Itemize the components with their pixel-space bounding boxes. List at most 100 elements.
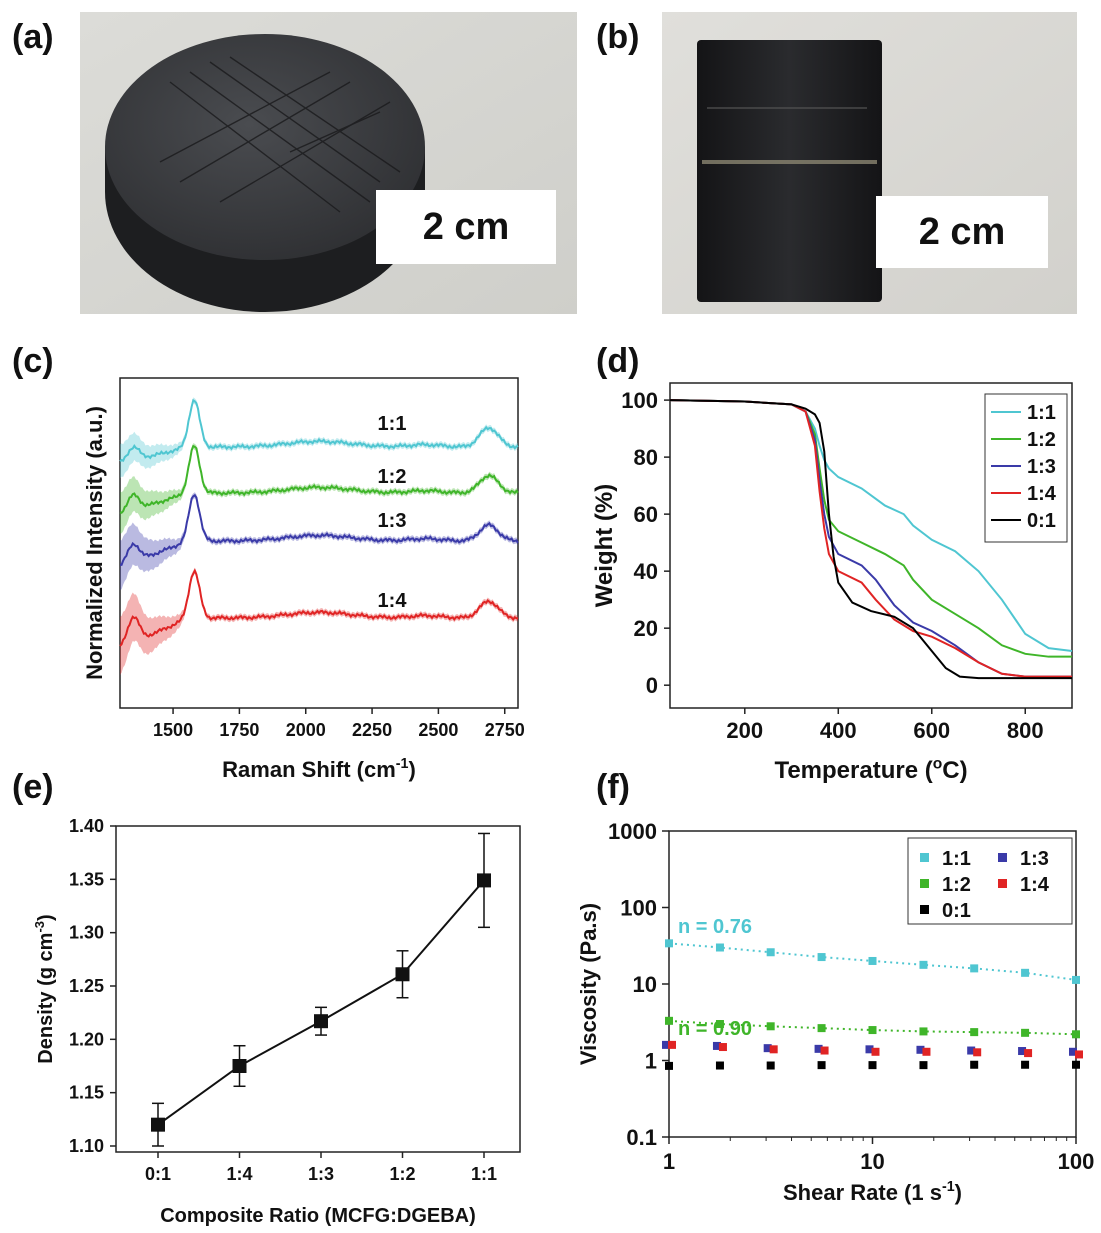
viscosity-point-1-3: [763, 1044, 772, 1053]
viscosity-x-axis-label-end: ): [955, 1180, 962, 1205]
density-y-tick-label: 1.30: [69, 923, 104, 943]
viscosity-x-tick-label: 1: [663, 1149, 675, 1174]
raman-series-label-1-4: 1:4: [378, 590, 408, 612]
density-y-tick-label: 1.40: [69, 816, 104, 836]
tga-line-0-1: [669, 399, 1072, 680]
tga-x-axis-label-sup: o: [933, 755, 943, 772]
tga-x-axis-label-end: C): [942, 757, 967, 784]
viscosity-point-1-2: [766, 1022, 775, 1031]
cylinder-body: [697, 40, 882, 302]
viscosity-point-0-1: [715, 1061, 724, 1070]
photo-a-image: [80, 12, 577, 314]
viscosity-point-0-1: [817, 1061, 826, 1070]
viscosity-legend-label: 1:3: [1020, 848, 1049, 870]
raman-x-axis-label-sup: -1: [396, 756, 409, 772]
raman-y-axis-label: Normalized Intensity (a.u.): [82, 406, 107, 680]
density-y-tick-label: 1.15: [69, 1083, 104, 1103]
scale-label-a: 2 cm: [422, 205, 510, 248]
tga-legend-label: 0:1: [1027, 510, 1056, 532]
viscosity-point-0-1: [766, 1061, 775, 1070]
viscosity-x-tick-label: 100: [1058, 1149, 1095, 1174]
viscosity-point-1-2: [715, 1020, 724, 1029]
density-y-axis-label-base: Density (g cm: [35, 933, 57, 1064]
viscosity-point-1-3: [814, 1044, 823, 1053]
tga-legend-label: 1:3: [1027, 456, 1056, 478]
raman-chart: 1500 1750 2000 2250 2500 2750 Raman Shift (cm-…: [82, 377, 525, 782]
viscosity-legend-swatch: [920, 879, 929, 888]
density-x-tick-label: 1:2: [389, 1164, 415, 1184]
density-point: [151, 1117, 165, 1132]
tga-y-tick-label: 100: [621, 388, 658, 413]
viscosity-point-1-2: [665, 1016, 673, 1025]
disc-top: [105, 34, 425, 260]
raman-x-axis-label-end: ): [408, 757, 415, 782]
viscosity-x-axis-label: Shear Rate (1 s-1): [783, 1179, 962, 1205]
tga-y-tick-label: 40: [634, 559, 658, 584]
tga-line-1-4: [669, 399, 1072, 678]
raman-x-tick-label: 2750: [485, 720, 525, 740]
density-y-tick-label: 1.35: [69, 869, 104, 889]
raman-x-axis-label-base: Raman Shift (cm: [222, 757, 396, 782]
tga-x-tick-label: 800: [1007, 718, 1044, 743]
tga-legend-label: 1:4: [1027, 483, 1057, 505]
viscosity-point-1-1: [868, 956, 877, 965]
viscosity-point-1-4: [1075, 1050, 1083, 1059]
viscosity-legend-swatch: [998, 879, 1007, 888]
panel-label-f: (f): [596, 768, 630, 806]
viscosity-y-tick-label: 0.1: [626, 1125, 657, 1150]
viscosity-annotation-2: n = 0.90: [678, 1018, 752, 1040]
viscosity-point-1-3: [865, 1045, 874, 1054]
viscosity-legend-label: 0:1: [942, 900, 971, 922]
viscosity-y-axis-label: Viscosity (Pa.s): [576, 903, 601, 1065]
density-y-axis-label-end: ): [35, 914, 57, 921]
viscosity-point-1-4: [668, 1040, 676, 1049]
density-x-tick-label: 1:3: [308, 1164, 334, 1184]
viscosity-point-1-4: [1024, 1049, 1033, 1058]
density-chart: 1.10 1.15 1.20 1.25 1.30 1.35 1.40 0:1 1:4 1:3 1:2…: [32, 816, 521, 1227]
tga-chart: 200 400 600 800 0 20 40 60 80 100 Temperature (oC)…: [591, 382, 1073, 784]
viscosity-point-1-2: [817, 1024, 826, 1033]
viscosity-legend-label: 1:1: [942, 848, 971, 870]
raman-x-tick-label: 2250: [352, 720, 392, 740]
viscosity-point-1-1: [766, 948, 775, 957]
photo-panel-a: [80, 12, 577, 314]
viscosity-legend-swatch: [998, 853, 1007, 862]
viscosity-point-1-3: [1018, 1047, 1027, 1056]
density-y-axis-label: Density (g cm-3): [32, 914, 57, 1063]
viscosity-point-1-2: [868, 1026, 877, 1035]
panel-label-a: (a): [12, 18, 54, 56]
density-x-axis-label: Composite Ratio (MCFG:DGEBA): [160, 1205, 476, 1227]
viscosity-x-axis-label-base: Shear Rate (1 s: [783, 1180, 942, 1205]
viscosity-point-0-1: [868, 1061, 877, 1070]
raman-series-label-1-3: 1:3: [378, 510, 407, 532]
viscosity-annotation-1: n = 0.76: [678, 916, 752, 938]
tga-y-tick-label: 0: [646, 673, 658, 698]
raman-x-tick-label: 2000: [286, 720, 326, 740]
viscosity-x-axis-label-text: Shear Rate (1 s-1): [783, 1179, 962, 1205]
raman-x-tick-label: 2500: [418, 720, 458, 740]
viscosity-point-1-3: [967, 1046, 976, 1055]
tga-x-tick-label: 400: [820, 718, 857, 743]
viscosity-point-1-2: [970, 1028, 979, 1037]
density-x-tick-label: 1:1: [471, 1164, 497, 1184]
scale-box-b: 2 cm: [876, 196, 1048, 268]
tga-legend-box: [984, 393, 1068, 543]
viscosity-y-tick-label: 10: [633, 972, 657, 997]
raman-series-label-1-2: 1:2: [378, 466, 407, 488]
viscosity-point-0-1: [1072, 1060, 1080, 1069]
viscosity-legend-label: 1:2: [942, 874, 971, 896]
raman-line-1-1: [119, 398, 519, 463]
tga-x-axis-label: Temperature (oC): [774, 755, 967, 784]
viscosity-y-tick-label: 100: [620, 896, 657, 921]
tga-plot-frame: [669, 382, 1073, 709]
viscosity-point-1-2: [919, 1027, 928, 1036]
viscosity-y-tick-label: 1000: [608, 819, 657, 844]
scale-label-b: 2 cm: [918, 210, 1006, 253]
tga-x-tick-label: 600: [913, 718, 950, 743]
viscosity-point-1-3: [712, 1041, 721, 1050]
density-y-axis-label-text: Density (g cm-3): [32, 914, 57, 1063]
tga-legend-label: 1:2: [1027, 429, 1056, 451]
density-point: [395, 967, 410, 982]
viscosity-legend-box: [907, 837, 1073, 925]
